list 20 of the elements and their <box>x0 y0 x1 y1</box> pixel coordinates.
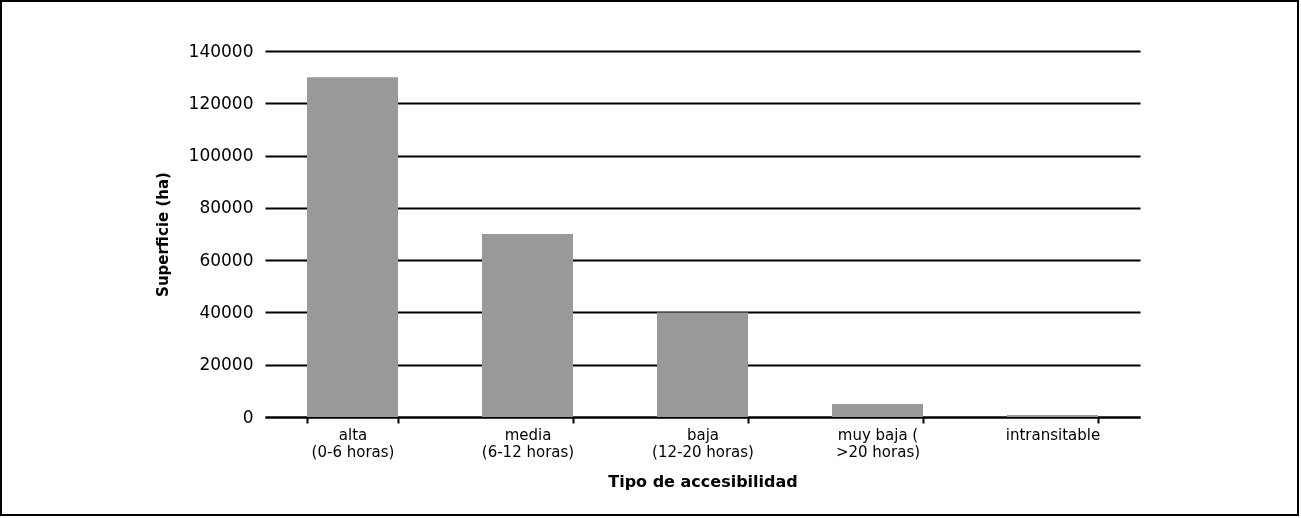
y-tick-label: 140000 <box>188 40 254 61</box>
y-axis-title: Superficie (ha) <box>153 172 172 297</box>
bar <box>1007 414 1098 417</box>
y-tick-label: 0 <box>242 406 254 427</box>
bar <box>657 312 748 417</box>
bar <box>307 77 398 417</box>
y-tick-label: 80000 <box>199 197 254 218</box>
x-axis-title: Tipo de accesibilidad <box>608 471 798 491</box>
y-tick-label: 60000 <box>199 249 254 270</box>
y-tick-label: 100000 <box>188 145 254 166</box>
y-tick-label: 120000 <box>188 92 254 113</box>
x-tick-label: media (6-12 horas) <box>481 425 575 461</box>
x-tick-label: muy baja ( >20 horas) <box>835 425 921 461</box>
x-tick-label: baja (12-20 horas) <box>652 425 754 461</box>
x-tick-label: alta (0-6 horas) <box>311 425 395 461</box>
bar <box>832 403 923 417</box>
y-tick-label: 40000 <box>199 301 254 322</box>
y-tick-label: 20000 <box>199 354 254 375</box>
bar <box>482 234 573 417</box>
x-tick-label: intransitable <box>1005 425 1101 444</box>
